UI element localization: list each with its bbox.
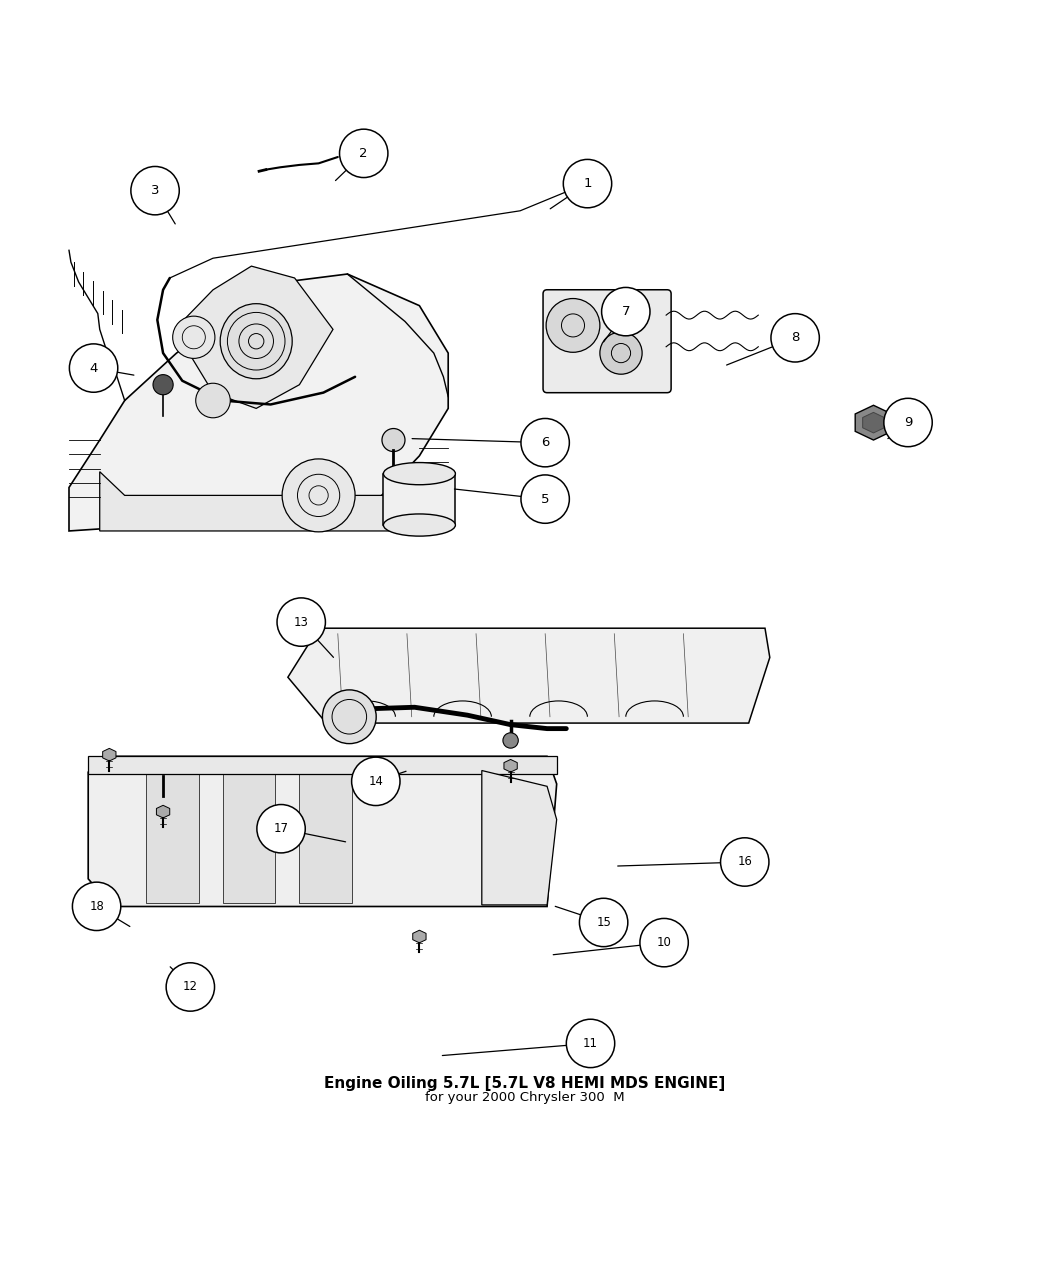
Text: 8: 8 bbox=[791, 332, 799, 344]
Circle shape bbox=[521, 418, 569, 467]
Circle shape bbox=[580, 899, 628, 946]
Bar bbox=[299, 768, 352, 903]
Circle shape bbox=[639, 918, 689, 966]
Text: 6: 6 bbox=[541, 436, 549, 449]
Circle shape bbox=[503, 733, 519, 748]
Circle shape bbox=[884, 398, 932, 446]
Circle shape bbox=[382, 428, 405, 451]
Circle shape bbox=[72, 882, 121, 931]
Polygon shape bbox=[504, 760, 518, 773]
Text: 13: 13 bbox=[294, 616, 309, 629]
Polygon shape bbox=[69, 274, 448, 530]
Text: 17: 17 bbox=[274, 822, 289, 835]
Circle shape bbox=[282, 459, 355, 532]
Circle shape bbox=[131, 167, 180, 215]
Text: 16: 16 bbox=[737, 856, 752, 868]
Text: 10: 10 bbox=[656, 936, 672, 949]
Text: 5: 5 bbox=[541, 492, 549, 506]
Polygon shape bbox=[100, 472, 419, 530]
Ellipse shape bbox=[383, 514, 456, 536]
Polygon shape bbox=[156, 806, 170, 819]
Circle shape bbox=[257, 805, 306, 853]
Circle shape bbox=[602, 287, 650, 335]
Circle shape bbox=[546, 298, 600, 352]
Bar bbox=[223, 768, 275, 903]
Polygon shape bbox=[863, 412, 884, 434]
Text: 9: 9 bbox=[904, 416, 912, 428]
Circle shape bbox=[166, 963, 214, 1011]
FancyBboxPatch shape bbox=[543, 289, 671, 393]
Text: 2: 2 bbox=[359, 147, 368, 159]
Circle shape bbox=[322, 690, 376, 743]
Text: 11: 11 bbox=[583, 1037, 598, 1049]
Text: 14: 14 bbox=[369, 775, 383, 788]
Circle shape bbox=[195, 384, 230, 418]
Text: 1: 1 bbox=[583, 177, 592, 190]
Circle shape bbox=[563, 159, 612, 208]
Polygon shape bbox=[103, 748, 116, 761]
Text: 7: 7 bbox=[622, 305, 630, 319]
Polygon shape bbox=[288, 629, 770, 723]
Bar bbox=[383, 473, 456, 525]
Circle shape bbox=[172, 316, 215, 358]
Circle shape bbox=[771, 314, 819, 362]
Circle shape bbox=[600, 332, 643, 374]
Polygon shape bbox=[855, 405, 891, 440]
Circle shape bbox=[574, 170, 601, 196]
Circle shape bbox=[352, 757, 400, 806]
Ellipse shape bbox=[220, 303, 292, 379]
Circle shape bbox=[521, 474, 569, 523]
Bar bbox=[146, 768, 198, 903]
Text: 18: 18 bbox=[89, 900, 104, 913]
Text: 12: 12 bbox=[183, 980, 197, 993]
Text: for your 2000 Chrysler 300  M: for your 2000 Chrysler 300 M bbox=[425, 1091, 625, 1104]
Bar bbox=[88, 756, 556, 774]
Circle shape bbox=[720, 838, 769, 886]
Polygon shape bbox=[88, 756, 556, 907]
Text: 3: 3 bbox=[151, 184, 160, 198]
Circle shape bbox=[153, 375, 173, 395]
Text: 4: 4 bbox=[89, 362, 98, 375]
Polygon shape bbox=[174, 266, 333, 408]
Polygon shape bbox=[413, 931, 426, 942]
Circle shape bbox=[277, 598, 326, 646]
Text: 15: 15 bbox=[596, 915, 611, 929]
Ellipse shape bbox=[383, 463, 456, 484]
Circle shape bbox=[69, 344, 118, 393]
Circle shape bbox=[339, 129, 387, 177]
Circle shape bbox=[566, 1019, 614, 1067]
Text: Engine Oiling 5.7L [5.7L V8 HEMI MDS ENGINE]: Engine Oiling 5.7L [5.7L V8 HEMI MDS ENG… bbox=[324, 1076, 726, 1091]
Polygon shape bbox=[482, 770, 556, 905]
